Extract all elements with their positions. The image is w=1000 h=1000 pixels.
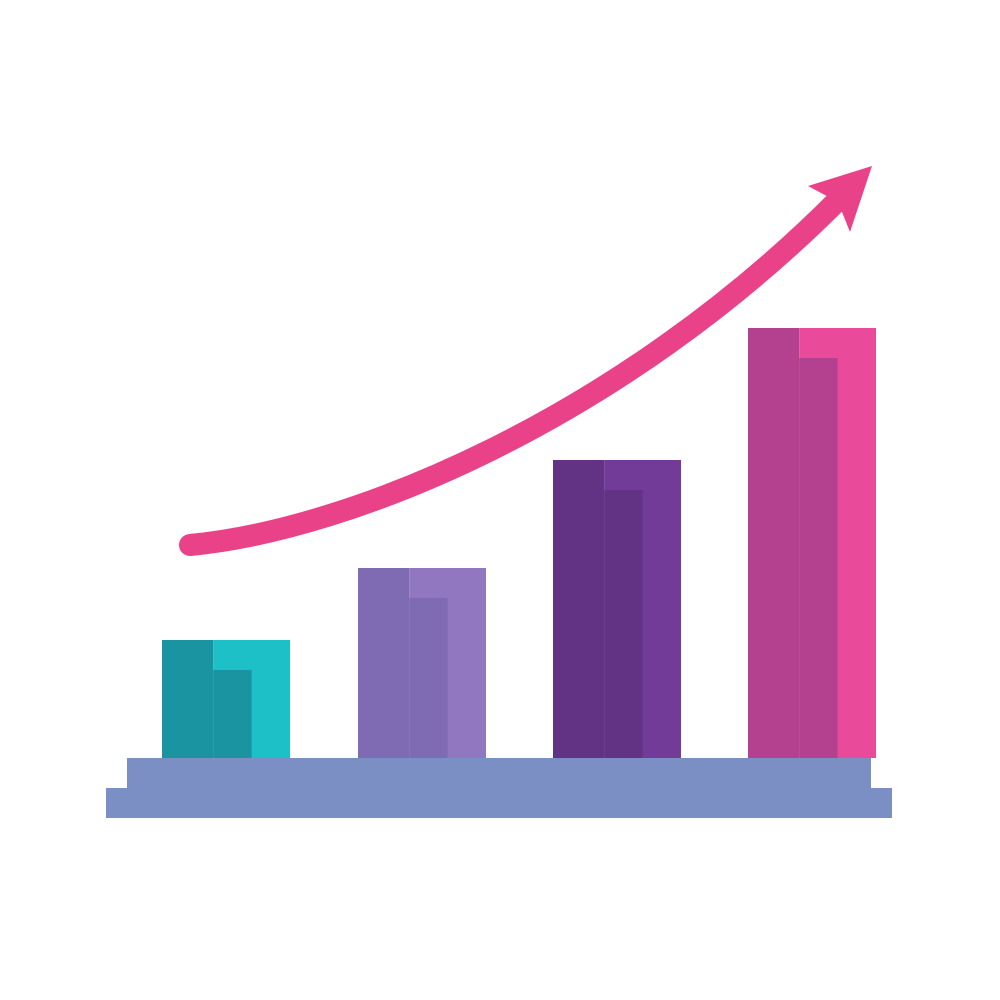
trend-arrow-start-cap xyxy=(179,534,201,556)
growth-bar-chart xyxy=(0,0,1000,1000)
chart-base-lower xyxy=(106,788,892,818)
trend-arrow-line xyxy=(190,198,840,545)
bar-1 xyxy=(162,640,290,758)
chart-svg xyxy=(0,0,1000,1000)
chart-base-upper xyxy=(127,758,871,788)
bar-4 xyxy=(748,328,876,758)
bar-2 xyxy=(358,568,486,758)
bar-3 xyxy=(553,460,681,758)
